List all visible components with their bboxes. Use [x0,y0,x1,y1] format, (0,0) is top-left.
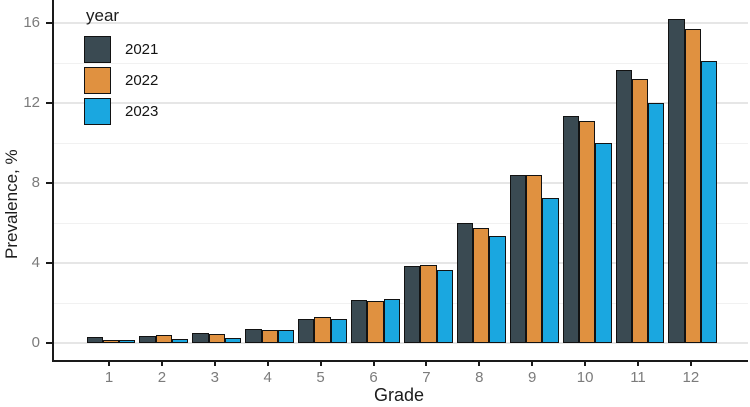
x-tick-1 [108,360,110,366]
legend-label-2021: 2021 [125,41,159,58]
y-tick-12 [46,102,52,104]
x-tick-label-2: 2 [157,369,167,386]
x-tick-11 [637,360,639,366]
x-tick-5 [319,360,322,366]
legend-swatch-2021 [84,36,111,63]
x-tick-label-6: 6 [369,369,378,386]
bar-2022-grade-2 [155,335,173,343]
bar-2022-grade-5 [314,317,331,343]
bar-2022-grade-8 [473,228,490,343]
bar-2021-grade-3 [192,333,209,343]
gridline-minor-14 [54,63,748,64]
x-tick-label-4: 4 [263,369,272,386]
x-tick-7 [425,360,428,366]
plot-panel [52,0,748,362]
y-tick-label-8: 8 [31,174,40,191]
bar-2022-grade-10 [578,121,596,343]
legend-title: year [86,6,120,25]
bar-2021-grade-7 [403,266,421,343]
bar-2023-grade-4 [277,330,295,343]
legend-label-2022: 2022 [125,72,159,89]
legend-item-2021: 2021 [84,36,158,63]
bar-2023-grade-3 [224,338,242,343]
bar-2022-grade-3 [208,334,225,343]
bar-2023-grade-9 [542,198,559,343]
bar-2023-grade-10 [595,143,612,343]
bar-2021-grade-6 [351,300,368,343]
gridline-major-12 [54,102,748,104]
bar-2022-grade-1 [102,340,120,343]
gridline-major-0 [54,342,748,344]
bar-2021-grade-2 [139,336,156,343]
legend-swatch-2022 [84,67,111,94]
x-tick-label-5: 5 [316,369,325,386]
y-tick-0 [46,342,52,344]
x-tick-label-3: 3 [210,369,219,386]
legend-items: 2021 2022 2023 [84,36,158,125]
bar-2021-grade-4 [245,329,262,343]
bar-2023-grade-7 [436,270,453,343]
x-tick-2 [160,360,163,366]
bar-2021-grade-5 [298,319,315,343]
x-tick-9 [531,360,534,366]
gridline-major-16 [54,22,748,24]
bar-2022-grade-7 [420,265,437,343]
x-tick-6 [372,360,375,366]
y-tick-8 [46,182,52,184]
x-tick-label-12: 12 [682,369,700,386]
bar-2023-grade-6 [383,299,400,343]
bar-2022-grade-12 [684,29,702,343]
bar-2021-grade-10 [562,116,579,343]
y-tick-16 [46,22,52,24]
bar-2023-grade-2 [172,339,189,343]
gridline-major-4 [54,262,748,264]
legend-label-2023: 2023 [125,103,159,120]
bar-2021-grade-12 [668,19,685,343]
x-tick-12 [689,360,692,366]
bar-2022-grade-6 [367,301,384,343]
bar-2022-grade-4 [261,330,278,343]
gridline-minor-6 [54,223,748,224]
x-tick-label-7: 7 [422,369,431,386]
bar-2023-grade-1 [119,340,136,343]
bar-2021-grade-9 [509,175,527,343]
y-tick-4 [46,262,52,264]
gridline-minor-10 [54,143,748,144]
bar-2022-grade-9 [526,175,543,343]
bar-2021-grade-11 [615,70,632,343]
x-tick-3 [213,360,216,366]
legend: year 2021 2022 2023 [84,6,158,129]
bar-2023-grade-12 [701,61,718,343]
bar-2023-grade-8 [489,236,506,343]
y-tick-label-12: 12 [23,94,40,111]
x-tick-label-8: 8 [475,369,484,386]
x-tick-label-1: 1 [104,369,114,386]
x-axis-title: Grade [373,385,425,405]
y-tick-label-0: 0 [31,334,40,351]
legend-swatch-2023 [84,98,111,125]
x-tick-label-9: 9 [528,369,537,386]
gridline-minor-2 [54,303,748,304]
legend-item-2023: 2023 [84,98,158,125]
bar-2022-grade-11 [631,79,649,343]
bar-2021-grade-1 [86,337,103,343]
legend-item-2022: 2022 [84,67,158,94]
x-tick-4 [266,360,269,366]
x-tick-label-10: 10 [576,369,594,386]
x-tick-10 [584,360,587,366]
bar-2023-grade-11 [648,103,665,343]
y-tick-label-4: 4 [31,254,40,271]
x-tick-8 [478,360,481,366]
x-tick-label-11: 11 [630,369,646,386]
bar-2021-grade-8 [456,223,474,343]
gridline-major-8 [54,182,748,184]
y-tick-label-16: 16 [23,14,40,31]
bar-2023-grade-5 [330,319,348,343]
